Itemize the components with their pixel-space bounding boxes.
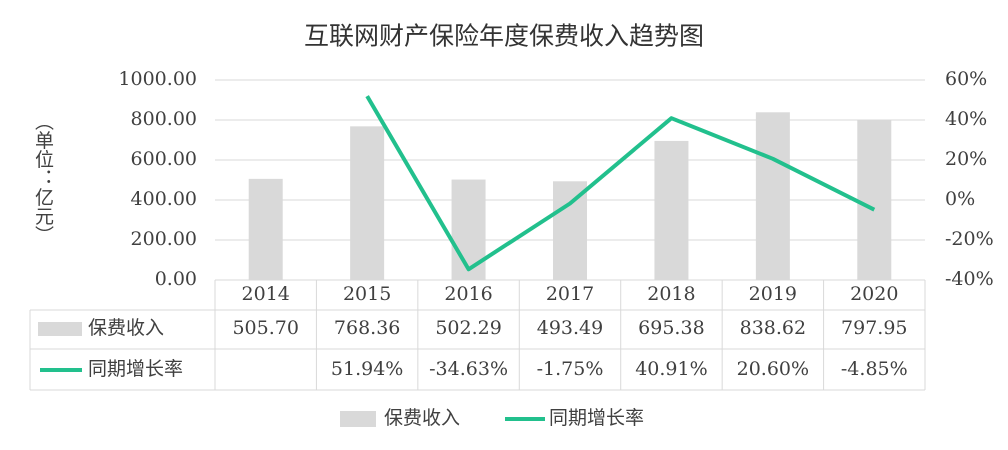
bar <box>248 178 283 280</box>
y-tick-label: 200.00 <box>131 228 197 250</box>
table-cell: 20.60% <box>737 358 809 380</box>
y2-tick-label: -40% <box>945 268 994 290</box>
table-cell: -4.85% <box>841 358 908 380</box>
y2-tick-label: 60% <box>945 68 987 90</box>
bar <box>350 126 385 280</box>
legend-label: 保费收入 <box>384 407 460 429</box>
legend-label: 同期增长率 <box>549 407 644 429</box>
table-cell: 51.94% <box>331 358 403 380</box>
y-tick-label: 600.00 <box>131 148 197 170</box>
table-cell: 797.95 <box>841 317 907 339</box>
y2-tick-label: 20% <box>945 148 987 170</box>
y-tick-label: 0.00 <box>155 268 197 290</box>
table-cell: 505.70 <box>232 317 298 339</box>
table-cell: 502.29 <box>435 317 501 339</box>
x-tick-label: 2019 <box>749 283 797 305</box>
y-axis-title: （单位：亿元） <box>32 112 54 245</box>
table-cell: 493.49 <box>537 317 603 339</box>
table-key <box>38 322 82 336</box>
table-row-header: 同期增长率 <box>88 358 183 380</box>
y-tick-label: 800.00 <box>131 108 197 130</box>
x-tick-label: 2015 <box>343 283 391 305</box>
table-cell: 838.62 <box>740 317 806 339</box>
table-cell: 40.91% <box>635 358 707 380</box>
bar <box>654 140 689 280</box>
table-cell: -1.75% <box>537 358 604 380</box>
x-tick-label: 2014 <box>242 283 290 305</box>
table-row-header: 保费收入 <box>88 317 164 339</box>
bar <box>755 112 790 280</box>
x-tick-label: 2016 <box>444 283 492 305</box>
y2-tick-label: 40% <box>945 108 987 130</box>
y2-tick-label: -20% <box>945 228 994 250</box>
bar <box>451 179 486 280</box>
table-cell: 768.36 <box>334 317 400 339</box>
bar <box>857 120 892 280</box>
y-tick-label: 400.00 <box>131 188 197 210</box>
legend-key <box>340 411 376 427</box>
x-tick-label: 2018 <box>647 283 695 305</box>
x-tick-label: 2017 <box>546 283 594 305</box>
chart-title: 互联网财产保险年度保费收入趋势图 <box>304 22 704 51</box>
y2-tick-label: 0% <box>945 188 975 210</box>
bar <box>553 181 587 280</box>
table-cell: -34.63% <box>429 358 508 380</box>
line <box>365 95 876 272</box>
x-tick-label: 2020 <box>850 283 898 305</box>
table-cell: 695.38 <box>638 317 704 339</box>
y-tick-label: 1000.00 <box>118 68 197 90</box>
